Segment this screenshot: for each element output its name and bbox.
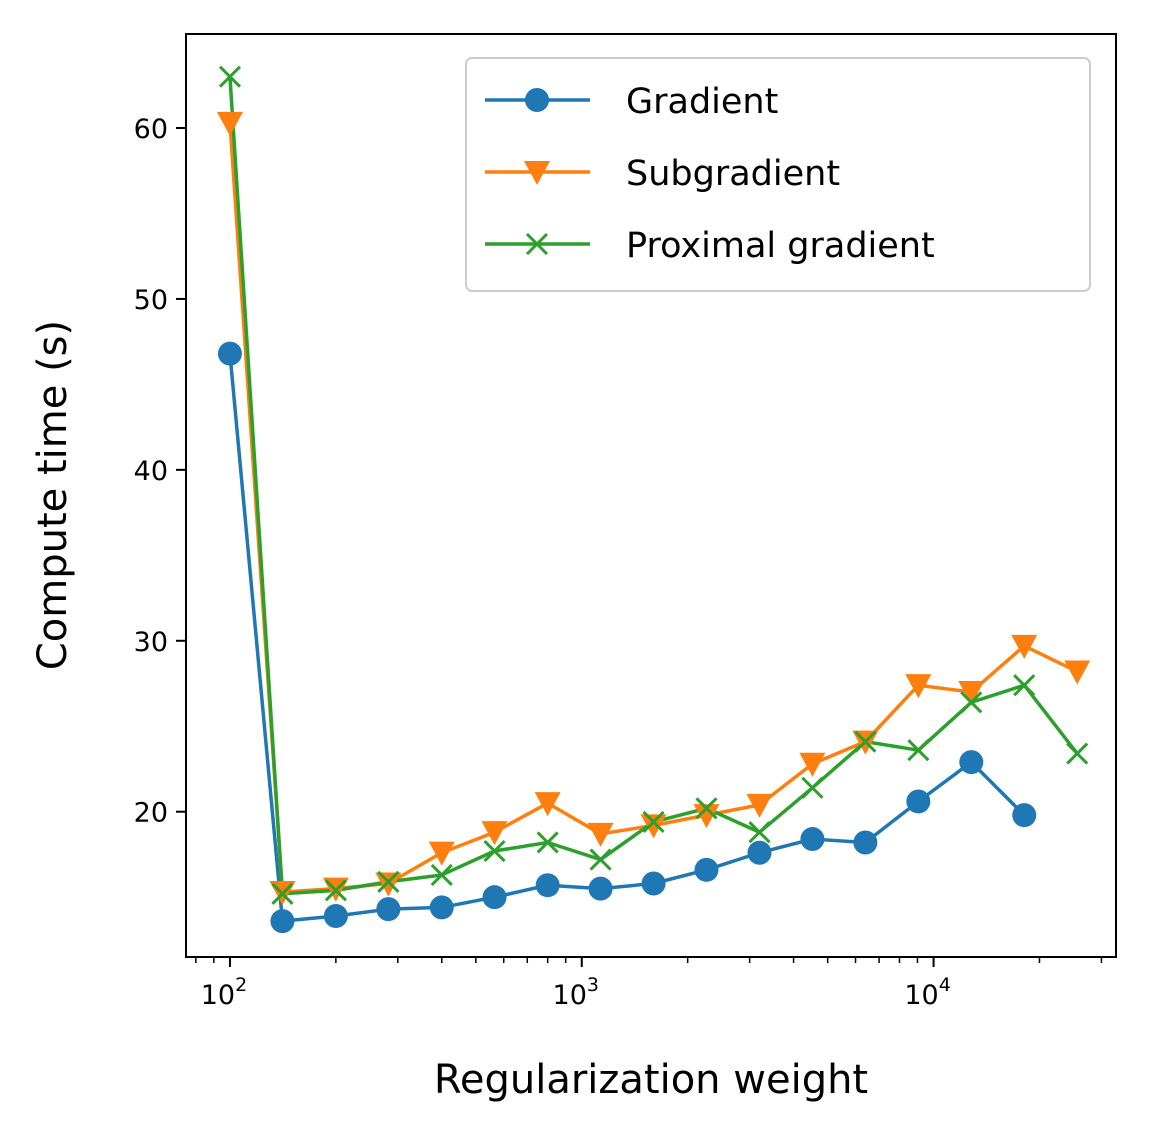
legend-label-subgradient: Subgradient: [626, 154, 840, 194]
data-point-gradient: [217, 341, 242, 366]
x-tick-label: 102: [201, 974, 247, 1011]
data-point-proximal-gradient: [642, 810, 665, 834]
plot-frame: [185, 33, 1117, 958]
data-point-proximal-gradient: [1013, 674, 1036, 697]
data-point-subgradient: [1011, 634, 1038, 659]
data-point-proximal-gradient: [1066, 742, 1089, 765]
legend: Gradient Subgradient Proximal gradient: [465, 57, 1091, 292]
y-axis-label: Compute time (s): [30, 320, 76, 670]
data-point-proximal-gradient: [218, 65, 242, 88]
y-tick-label: 60: [134, 114, 168, 145]
data-point-gradient: [747, 840, 772, 865]
data-point-subgradient: [693, 804, 720, 829]
data-point-subgradient: [640, 814, 667, 839]
data-point-proximal-gradient: [589, 848, 612, 871]
data-point-gradient: [694, 857, 719, 882]
y-axis: 20 30 40 50 60: [134, 114, 186, 829]
data-point-gradient: [800, 827, 825, 852]
data-point-gradient: [906, 789, 931, 814]
data-point-proximal-gradient: [801, 776, 824, 799]
data-point-gradient: [853, 830, 878, 855]
data-point-proximal-gradient: [324, 879, 347, 902]
data-point-subgradient: [481, 821, 508, 846]
data-point-proximal-gradient: [695, 797, 718, 820]
data-point-gradient: [959, 750, 984, 775]
data-point-subgradient: [1064, 660, 1091, 685]
data-point-proximal-gradient: [748, 821, 771, 844]
plot-markers: [216, 65, 1091, 934]
legend-box: [465, 57, 1091, 292]
y-tick-label: 40: [134, 456, 168, 487]
data-point-proximal-gradient: [271, 882, 294, 905]
data-point-gradient: [1012, 803, 1037, 828]
data-point-gradient: [482, 885, 507, 910]
data-point-gradient: [588, 876, 613, 901]
data-point-proximal-gradient: [960, 691, 983, 714]
x-tick-label: 103: [553, 974, 599, 1011]
legend-marker-gradient: [525, 88, 549, 112]
data-point-subgradient: [534, 792, 561, 817]
y-tick-label: 30: [134, 627, 168, 658]
data-point-subgradient: [375, 872, 402, 897]
legend-marker-proximal-gradient: [525, 232, 549, 256]
data-point-proximal-gradient: [536, 831, 559, 854]
data-point-gradient: [535, 873, 560, 898]
data-point-subgradient: [746, 793, 773, 818]
data-point-subgradient: [958, 681, 985, 706]
legend-marker-subgradient: [524, 160, 550, 185]
data-point-gradient: [376, 897, 401, 922]
data-point-subgradient: [216, 111, 243, 136]
data-point-proximal-gradient: [907, 739, 930, 762]
x-axis-label: Regularization weight: [434, 1057, 868, 1103]
legend-label-proximal-gradient: Proximal gradient: [626, 226, 935, 266]
series-line-gradient: [228, 353, 1026, 923]
data-point-gradient: [429, 895, 454, 920]
data-point-gradient: [641, 871, 666, 896]
data-point-subgradient: [799, 752, 826, 777]
data-point-subgradient: [905, 674, 932, 699]
legend-label-gradient: Gradient: [626, 82, 778, 122]
data-point-proximal-gradient: [430, 863, 453, 887]
data-point-gradient: [323, 903, 348, 928]
data-point-gradient: [270, 909, 295, 934]
data-point-proximal-gradient: [854, 730, 877, 753]
x-tick-label: 104: [904, 974, 950, 1011]
data-point-subgradient: [587, 822, 614, 847]
y-tick-label: 20: [134, 798, 168, 829]
data-point-subgradient: [428, 841, 455, 866]
data-point-proximal-gradient: [377, 870, 400, 893]
x-axis: 102 103 104: [195, 957, 1103, 1011]
data-point-proximal-gradient: [483, 839, 506, 863]
y-tick-label: 50: [134, 285, 168, 316]
